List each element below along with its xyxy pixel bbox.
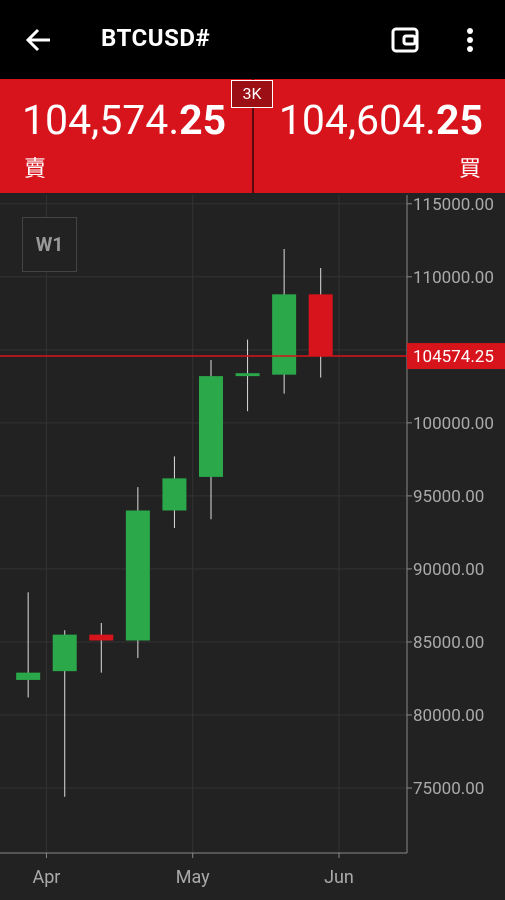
sell-panel[interactable]: 104,574.25 賣 [0,79,252,193]
candle-body [272,294,297,375]
buy-label: 買 [458,157,481,182]
app-bar: BTCUSD# [0,0,505,79]
candle-body [16,672,41,680]
candle-body [198,376,223,477]
x-tick-label: Apr [32,867,60,888]
candlestick-chart: 75000.00 80000.00 85000.00 90000.00 95000.00… [0,195,505,888]
y-tick-label: 75000.00 [413,779,484,799]
candle-body [52,634,77,672]
wallet-button[interactable] [391,27,419,53]
y-tick-label: 90000.00 [413,560,484,580]
buy-price-pips: 25 [435,97,483,145]
symbol-title: BTCUSD# [101,24,211,52]
back-button[interactable] [26,28,52,52]
candle-body [308,294,333,357]
sell-price-pips: 25 [179,97,227,145]
y-tick-label: 115000.00 [413,195,494,215]
sell-price-main: 104,574. [22,97,180,145]
y-tick-label: 80000.00 [413,706,484,726]
candle-body [89,634,114,641]
candle-body [125,510,150,641]
x-tick-label: May [176,867,210,888]
timeframe-button[interactable]: W1 [22,217,77,272]
current-price-label: 104574.25 [413,347,494,367]
menu-button[interactable] [465,27,475,53]
current-price-tag [407,343,505,370]
buy-price-main: 104,604. [278,97,436,145]
y-tick-label: 110000.00 [413,268,494,288]
divider [252,79,254,193]
sell-label: 賣 [24,157,47,182]
sell-price: 104,574.25 [22,97,226,145]
buy-panel[interactable]: 104,604.25 買 [253,79,505,193]
x-tick-label: Jun [324,867,354,888]
y-tick-label: 85000.00 [413,633,484,653]
spread-badge: 3K [231,80,273,108]
candle-body [235,373,260,377]
y-tick-label: 100000.00 [413,414,494,434]
buy-price: 104,604.25 [279,97,483,145]
candle-body [162,478,187,511]
y-tick-label: 95000.00 [413,487,484,507]
